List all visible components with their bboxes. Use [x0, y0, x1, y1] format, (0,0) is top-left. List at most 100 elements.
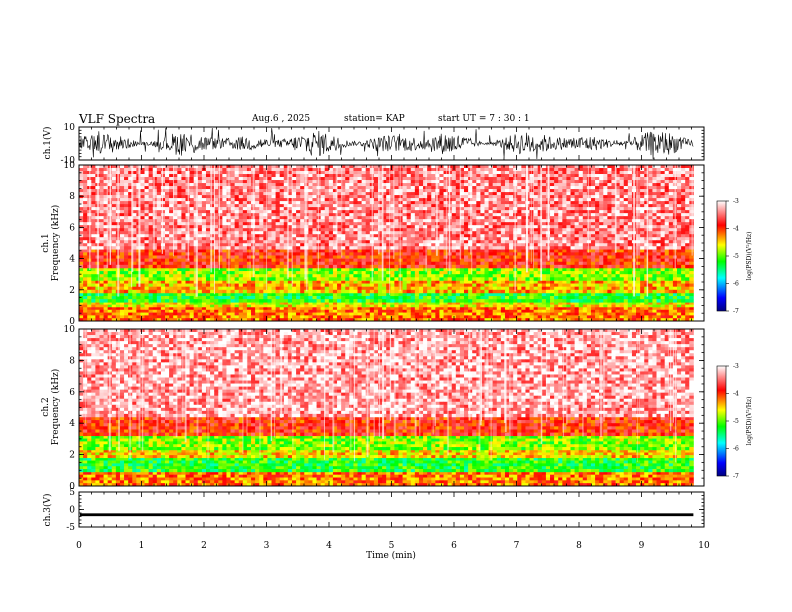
spectrogram-cell — [280, 296, 285, 299]
spectrogram-cell — [181, 171, 186, 174]
spectrogram-cell — [480, 310, 485, 313]
spectrogram-cell — [575, 284, 580, 287]
spectrogram-cell — [644, 290, 649, 293]
spectrogram-cell — [493, 259, 498, 262]
spectrogram-cell — [378, 310, 383, 313]
spectrogram-cell — [153, 280, 158, 283]
spectrogram-cell — [312, 290, 317, 293]
spectrogram-cell — [669, 262, 674, 265]
spectrogram-cell — [517, 307, 522, 310]
spectrogram-cell — [431, 259, 436, 262]
spectrogram-cell — [325, 296, 330, 299]
spectrogram-cell — [345, 287, 350, 290]
spectrogram-cell — [579, 302, 584, 305]
spectrogram-cell — [456, 299, 461, 302]
spectrogram-cell — [648, 168, 653, 171]
spectrogram-cell — [276, 262, 281, 265]
spectrogram-cell — [83, 307, 88, 310]
spectrogram-cell — [689, 307, 694, 310]
spectrogram-cell — [497, 315, 502, 318]
spectrogram-cell — [120, 274, 125, 277]
spectrogram-cell — [255, 302, 260, 305]
spectrogram-cell — [460, 313, 465, 316]
spectrogram-cell — [206, 307, 211, 310]
spectrogram-cell — [161, 313, 166, 316]
spectrogram-cell — [648, 271, 653, 274]
spectrogram-cell — [423, 284, 428, 287]
spectrogram-cell — [251, 299, 256, 302]
spectrogram-cell — [321, 271, 326, 274]
spectrogram-cell — [304, 315, 309, 318]
spectrogram-cell — [284, 296, 289, 299]
spectrogram-cell — [202, 265, 207, 268]
spectrogram-cell — [321, 259, 326, 262]
spectrogram-cell — [284, 315, 289, 318]
spectrogram-cell — [239, 180, 244, 183]
spectrogram-cell — [132, 277, 137, 280]
spectrogram-cell — [362, 307, 367, 310]
spectrogram-cell — [562, 280, 567, 283]
spectrogram-cell — [202, 280, 207, 283]
spectrogram-cell — [456, 262, 461, 265]
spectrogram-cell — [620, 249, 625, 252]
spectrogram-cell — [677, 252, 682, 255]
spectrogram-cell — [571, 183, 576, 186]
spectrogram-cell — [104, 287, 109, 290]
spectrogram-cell — [517, 284, 522, 287]
spectrogram-cell — [276, 171, 281, 174]
spectrogram-cell — [190, 290, 195, 293]
spectrogram-cell — [591, 287, 596, 290]
spectrogram-cell — [566, 293, 571, 296]
spectrogram-cell — [411, 177, 416, 180]
spectrogram-cell — [558, 271, 563, 274]
spectrogram-cell — [140, 313, 145, 316]
spectrogram-cell — [534, 259, 539, 262]
spectrogram-cell — [218, 296, 223, 299]
spectrogram-cell — [263, 277, 268, 280]
spectrogram-cell — [325, 299, 330, 302]
spectrogram-cell — [300, 284, 305, 287]
spectrogram-cell — [120, 192, 125, 195]
spectrogram-cell — [640, 265, 645, 268]
spectrogram-cell — [120, 296, 125, 299]
spectrogram-cell — [411, 274, 416, 277]
spectrogram-cell — [353, 299, 358, 302]
spectrogram-cell — [91, 189, 96, 192]
spectrogram-cell — [624, 186, 629, 189]
spectrogram-cell — [419, 277, 424, 280]
spectrogram-cell — [349, 280, 354, 283]
spectrogram-cell — [624, 305, 629, 308]
spectrogram-cell — [386, 177, 391, 180]
spectrogram-cell — [259, 259, 264, 262]
spectrogram-cell — [493, 287, 498, 290]
spectrogram-cell — [362, 177, 367, 180]
spectrogram-cell — [415, 284, 420, 287]
spectrogram-cell — [296, 302, 301, 305]
spectrogram-cell — [104, 305, 109, 308]
spectrogram-cell — [403, 189, 408, 192]
spectrogram-cell — [235, 252, 240, 255]
spectrogram-cell — [140, 189, 145, 192]
spectrogram-cell — [509, 265, 514, 268]
spectrogram-cell — [603, 277, 608, 280]
spectrogram-cell — [435, 265, 440, 268]
spectrogram-cell — [677, 186, 682, 189]
spectrogram-cell — [571, 180, 576, 183]
spectrogram-cell — [587, 180, 592, 183]
spectrogram-cell — [325, 168, 330, 171]
spectrogram-cell — [591, 277, 596, 280]
spectrogram-cell — [677, 259, 682, 262]
spectrogram-cell — [329, 310, 334, 313]
spectrogram-cell — [218, 315, 223, 318]
spectrogram-cell — [607, 305, 612, 308]
spectrogram-cell — [190, 189, 195, 192]
spectrogram-cell — [345, 249, 350, 252]
spectrogram-cell — [550, 183, 555, 186]
spectrogram-cell — [657, 171, 662, 174]
spectrogram-cell — [329, 177, 334, 180]
spectrogram-cell — [525, 277, 530, 280]
spectrogram-cell — [259, 305, 264, 308]
spectrogram-cell — [394, 252, 399, 255]
spectrogram-cell — [448, 296, 453, 299]
spectrogram-cell — [165, 186, 170, 189]
